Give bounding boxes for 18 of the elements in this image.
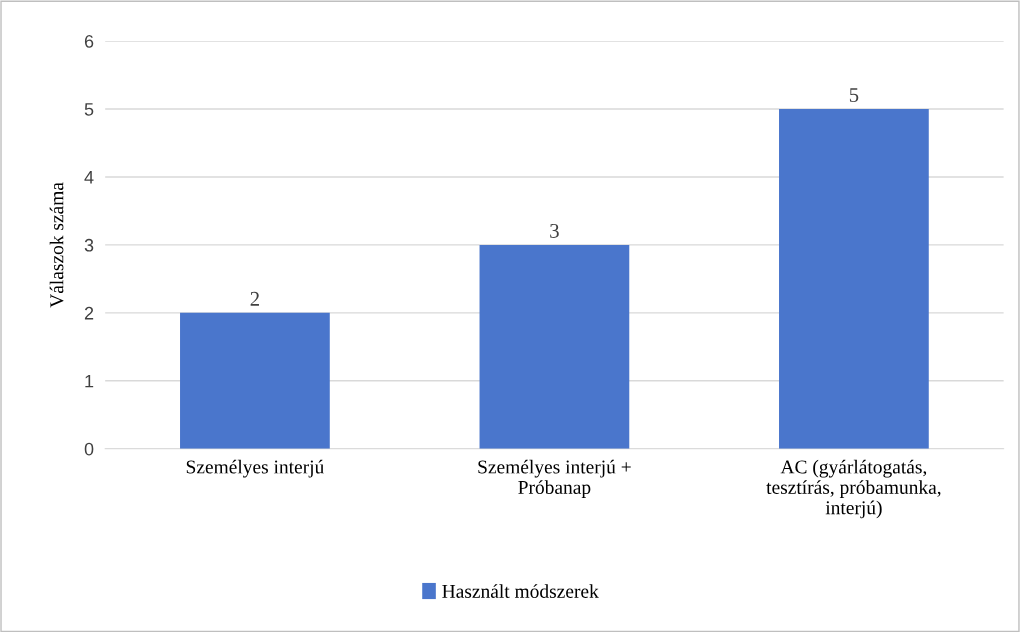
y-tick-label: 4: [84, 171, 94, 184]
y-tick-label: 6: [84, 35, 94, 48]
y-tick-label: 0: [84, 442, 94, 456]
bar: [180, 312, 330, 449]
y-tick-label: 5: [84, 103, 94, 116]
data-label: 3: [550, 223, 559, 238]
data-label: 5: [849, 88, 859, 103]
y-tick-label: 1: [85, 374, 94, 388]
data-label: 2: [250, 291, 259, 306]
y-tick-label: 2: [84, 306, 94, 320]
bar: [479, 244, 630, 449]
y-axis-title: Válaszok száma: [49, 182, 64, 308]
legend-label: Használt módszerek: [442, 584, 599, 598]
y-tick-label: 3: [84, 238, 94, 252]
x-tick-label: Személyes interjú + Próbanap: [478, 459, 631, 498]
x-tick-label: Személyes interjú: [186, 459, 324, 478]
bar: [779, 109, 929, 449]
x-tick-label: AC (gyárlátogatás, tesztírás, próbamunka, interjú): [766, 459, 941, 519]
